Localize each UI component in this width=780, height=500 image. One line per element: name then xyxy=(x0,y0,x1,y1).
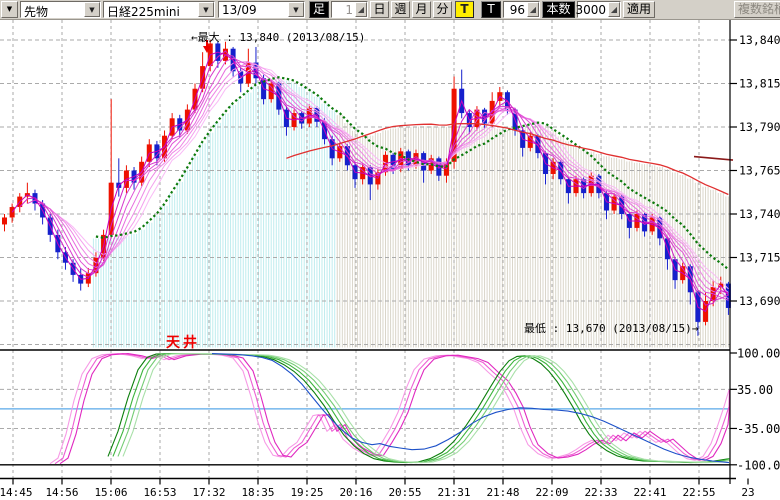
chevron-down-icon[interactable]: ▼ xyxy=(84,2,100,17)
apply-button[interactable]: 適用 xyxy=(623,1,655,18)
time-axis-label: 22:33 xyxy=(584,486,617,499)
price-axis-label: 13,790 xyxy=(739,120,780,134)
time-axis-label: 14:45 xyxy=(0,486,33,499)
spinner-icon[interactable]: ◢ xyxy=(527,2,539,17)
symbol-category-value: 先物 xyxy=(24,3,48,20)
chevron-down-icon: ▼ xyxy=(7,5,12,13)
time-axis-label: 23 xyxy=(741,486,754,499)
ceiling-annotation: 天井 xyxy=(166,332,200,352)
spinner-icon[interactable]: ◢ xyxy=(355,2,367,17)
period-minute-button[interactable]: 分 xyxy=(433,1,452,18)
axes-layer: 13,840 13,815 13,790 13,765 13,740 13,715 13,6… xyxy=(0,20,780,499)
time-axis-label: 21:48 xyxy=(486,486,519,499)
tick-count-value: 96 xyxy=(510,3,525,17)
bar-type-button[interactable]: 足 xyxy=(309,1,329,18)
symbol-name-value: 日経225mini xyxy=(107,3,180,20)
multi-symbol-button[interactable]: 複数銘柄 xyxy=(734,1,780,18)
time-axis-label: 18:35 xyxy=(241,486,274,499)
toolbar: ▼ 先物 ▼ 日経225mini ▼ 13/09 ▼ 足 1 ◢ 日 週 月 分… xyxy=(0,0,780,20)
time-axis-label: 16:53 xyxy=(143,486,176,499)
menu-dropdown-button[interactable]: ▼ xyxy=(1,1,18,18)
period-month-button[interactable]: 月 xyxy=(412,1,431,18)
symbol-name-select[interactable]: 日経225mini ▼ xyxy=(103,1,215,18)
chevron-down-icon[interactable]: ▼ xyxy=(198,2,214,17)
time-axis-label: 19:25 xyxy=(290,486,323,499)
oscillator-axis-label: 100.00 xyxy=(737,347,780,361)
symbol-category-select[interactable]: 先物 ▼ xyxy=(20,1,101,18)
chart-plot-area[interactable]: 13,840 13,815 13,790 13,765 13,740 13,715 13,6… xyxy=(0,0,780,500)
spinner-icon[interactable]: ◢ xyxy=(608,2,620,17)
contract-month-value: 13/09 xyxy=(222,3,257,17)
time-axis-label: 22:09 xyxy=(535,486,568,499)
price-axis-label: 13,740 xyxy=(739,207,780,221)
time-axis-label: 21:31 xyxy=(437,486,470,499)
tick-count-field[interactable]: 96 ◢ xyxy=(503,1,540,18)
time-axis-label: 15:06 xyxy=(94,486,127,499)
time-axis-label: 22:55 xyxy=(682,486,715,499)
min-price-annotation: 最低 : 13,670 (2013/08/15)→ xyxy=(524,320,698,336)
contract-month-select[interactable]: 13/09 ▼ xyxy=(218,1,305,18)
period-day-button[interactable]: 日 xyxy=(370,1,389,18)
chart-window: ▼ 先物 ▼ 日経225mini ▼ 13/09 ▼ 足 1 ◢ 日 週 月 分… xyxy=(0,0,780,500)
price-axis-label: 13,715 xyxy=(739,251,780,265)
oscillator-axis-label: -35.00 xyxy=(737,422,780,436)
bar-count-field[interactable]: 3000 ◢ xyxy=(577,1,621,18)
bar-interval-value: 1 xyxy=(345,3,353,17)
oscillator-axis-label: -100.00 xyxy=(737,458,780,472)
price-axis-label: 13,815 xyxy=(739,77,780,91)
ma-mid-layer xyxy=(96,77,729,269)
bar-count-value: 3000 xyxy=(575,3,606,17)
period-tick-button[interactable]: T xyxy=(455,1,474,18)
price-axis-label: 13,690 xyxy=(739,294,780,308)
period-week-button[interactable]: 週 xyxy=(391,1,410,18)
chevron-down-icon[interactable]: ▼ xyxy=(288,2,304,17)
price-axis-label: 13,840 xyxy=(739,33,780,47)
tick-mode-button[interactable]: T xyxy=(481,1,501,18)
max-price-annotation: ←最大 : 13,840 (2013/08/15) xyxy=(191,29,365,45)
time-axis-label: 14:56 xyxy=(45,486,78,499)
bar-interval-field[interactable]: 1 ◢ xyxy=(331,1,368,18)
time-axis-label: 17:32 xyxy=(192,486,225,499)
price-axis-label: 13,765 xyxy=(739,164,780,178)
oscillator-axis-label: 35.00 xyxy=(737,383,773,397)
time-axis-label: 20:55 xyxy=(388,486,421,499)
time-axis-label: 22:41 xyxy=(633,486,666,499)
bar-count-button[interactable]: 本数 xyxy=(542,1,575,18)
time-axis-label: 20:16 xyxy=(339,486,372,499)
